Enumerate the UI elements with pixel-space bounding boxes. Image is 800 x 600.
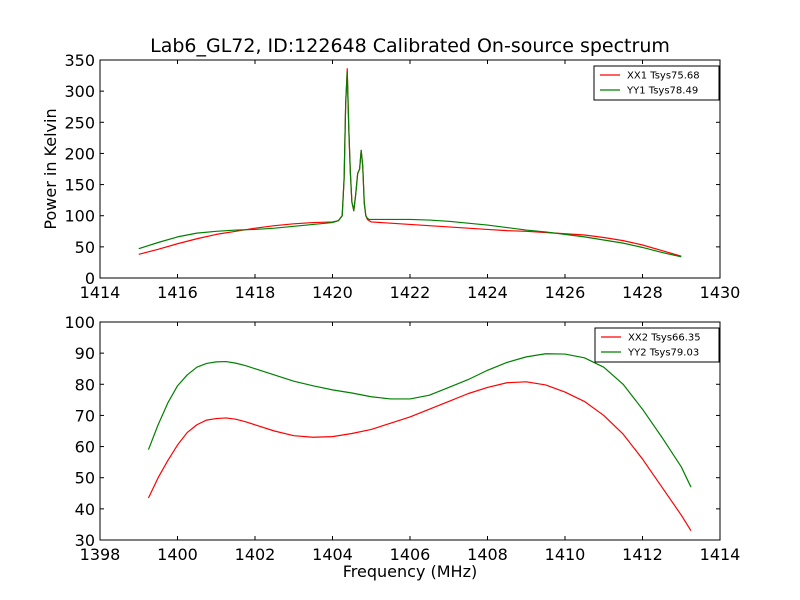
top-x-tick-label: 1420: [312, 283, 353, 302]
top-y-tick-label: 200: [64, 144, 95, 163]
top-x-tick-label: 1430: [700, 283, 741, 302]
bottom-series-line-2: [147, 353, 692, 488]
top-x-tick-label: 1414: [80, 283, 121, 302]
bottom-y-tick-label: 30: [75, 531, 95, 550]
bottom-y-tick-label: 60: [75, 438, 95, 457]
top-y-tick-label: 300: [64, 82, 95, 101]
bottom-series-line-1: [147, 381, 692, 531]
bottom-x-tick-label: 1402: [235, 545, 276, 564]
top-y-axis-label: Power in Kelvin: [41, 108, 60, 229]
bottom-y-tick-label: 80: [75, 375, 95, 394]
top-legend-box: [593, 65, 720, 101]
figure-title: Lab6_GL72, ID:122648 Calibrated On-sourc…: [150, 35, 670, 57]
top-x-tick-label: 1428: [622, 283, 663, 302]
bottom-x-tick-label: 1406: [390, 545, 431, 564]
bottom-spectrum-plot: 1398 1400 1402 1404 1406 1408 1410 1412 1414 30 40…: [64, 313, 740, 581]
bottom-x-axis-label: Frequency (MHz): [343, 562, 477, 581]
top-y-tick-label: 350: [64, 51, 95, 70]
bottom-legend: XX2 Tsys66.35 YY2 Tsys79.03: [594, 327, 720, 363]
bottom-y-tick-label: 50: [75, 469, 95, 488]
bottom-x-tick-label: 1398: [80, 545, 121, 564]
top-y-tick-label: 150: [64, 176, 95, 195]
bottom-x-tick-label: 1412: [622, 545, 663, 564]
bottom-y-tick-label: 70: [75, 406, 95, 425]
bottom-x-tick-label: 1404: [312, 545, 353, 564]
top-series-line-2: [138, 71, 682, 258]
bottom-x-tick-label: 1400: [157, 545, 198, 564]
top-legend-label-1: XX1 Tsys75.68: [627, 71, 700, 82]
top-legend: XX1 Tsys75.68 YY1 Tsys78.49: [593, 65, 720, 101]
top-spectrum-plot: 1414 1416 1418 1420 1422 1424 1426 1428 1430 0 50 1…: [41, 51, 740, 302]
top-y-tick-label: 0: [85, 269, 95, 288]
top-x-tick-label: 1418: [235, 283, 276, 302]
bottom-x-tick-label: 1408: [467, 545, 508, 564]
bottom-y-tick-label: 90: [75, 344, 95, 363]
top-y-tick-label: 50: [75, 238, 95, 257]
bottom-legend-label-2: YY2 Tsys79.03: [627, 348, 699, 359]
top-y-tick-label: 250: [64, 113, 95, 132]
bottom-x-tick-label: 1414: [700, 545, 741, 564]
top-x-tick-label: 1426: [545, 283, 586, 302]
bottom-y-tick-label: 100: [64, 313, 95, 332]
bottom-legend-box: [594, 327, 720, 363]
top-x-tick-label: 1424: [467, 283, 508, 302]
top-x-tick-label: 1422: [390, 283, 431, 302]
bottom-y-tick-label: 40: [75, 500, 95, 519]
top-y-tick-label: 100: [64, 207, 95, 226]
bottom-legend-label-1: XX2 Tsys66.35: [628, 333, 701, 344]
top-legend-label-2: YY1 Tsys78.49: [626, 86, 698, 97]
top-x-tick-label: 1416: [157, 283, 198, 302]
bottom-x-tick-label: 1410: [545, 545, 586, 564]
